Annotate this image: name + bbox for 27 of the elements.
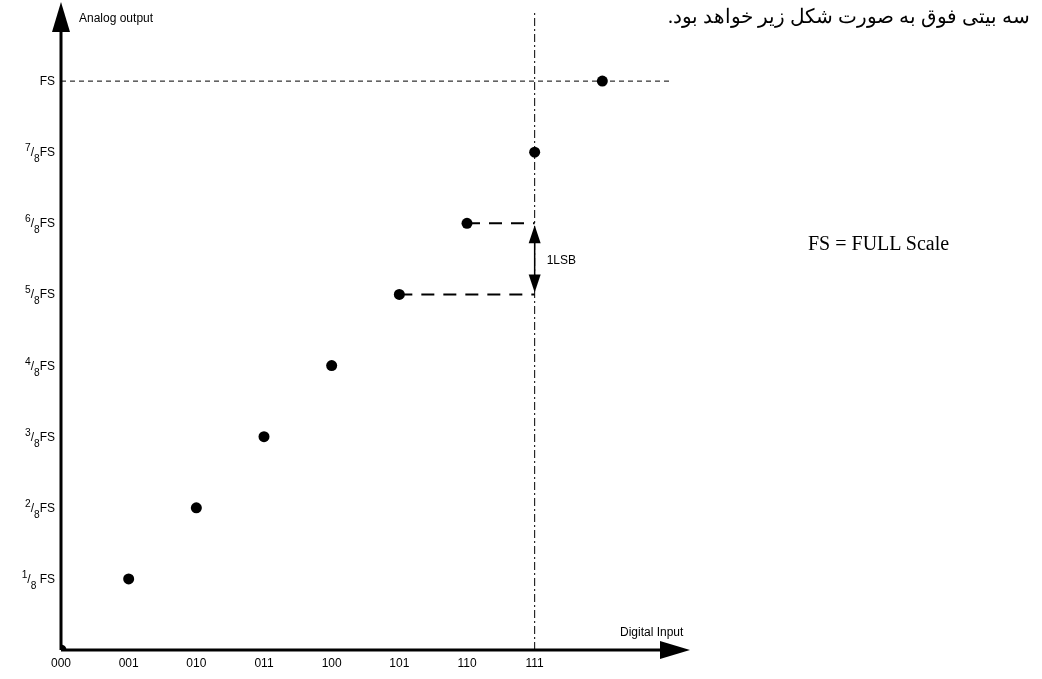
text: $^{4}$/$_{8}$FS [24, 355, 55, 378]
text: $^{3}$/$_{8}$FS [24, 426, 55, 449]
point [326, 360, 338, 372]
text: $^{5}$/$_{8}$FS [24, 283, 55, 306]
x-tick-label: 111 [525, 655, 545, 670]
point [596, 75, 608, 87]
text: $^{6}$/$_{8}$FS [24, 212, 55, 235]
point [123, 573, 135, 585]
x-tick-label: 000 [50, 655, 72, 670]
text: FS [39, 74, 55, 89]
text: $^{2}$/$_{8}$FS [24, 497, 55, 520]
x-tick-label: 011 [254, 655, 274, 670]
text: FS = FULL Scale [808, 232, 950, 255]
x-tick-label: 001 [118, 655, 139, 670]
point [258, 431, 270, 443]
text: $^{1}$/$_{8}$ FS [21, 568, 55, 591]
x-tick-label: 010 [186, 655, 207, 670]
x-tick-label: 110 [457, 655, 477, 670]
annotation: 1LSB [546, 252, 577, 267]
point [529, 146, 541, 158]
point [190, 502, 202, 514]
text: سه بیتی فوق به صورت شکل زیر خواهد بود. [668, 4, 1030, 28]
x-tick-label: 101 [389, 655, 410, 670]
x-tick-label: 100 [321, 655, 342, 670]
y-axis-title: Analog output [79, 11, 154, 25]
x-axis-title: Digital Input [620, 625, 685, 639]
text: $^{7}$/$_{8}$FS [24, 141, 55, 164]
